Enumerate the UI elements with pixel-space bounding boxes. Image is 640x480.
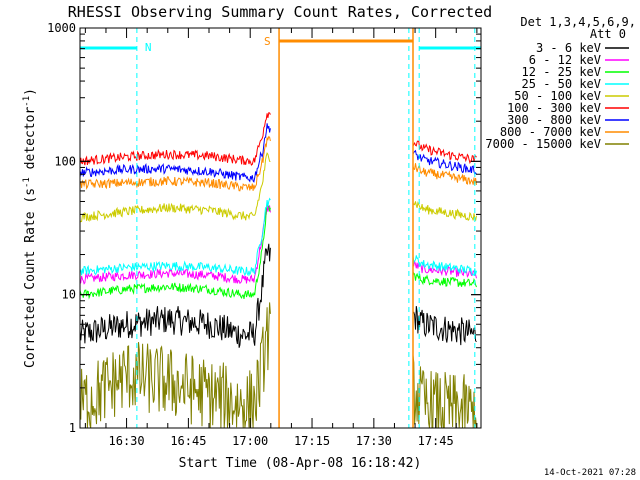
night-label: N (145, 41, 152, 54)
legend-header-detectors: Det 1,3,4,5,6,9, (520, 15, 636, 29)
x-tick-label: 17:45 (418, 434, 454, 448)
y-tick-label: 1000 (47, 21, 76, 35)
legend-label-3: 12 - 25 keV (522, 65, 601, 79)
legend-label-2: 6 - 12 keV (529, 53, 601, 67)
series-line-5-part-2 (412, 201, 477, 222)
y-tick-label: 100 (54, 154, 76, 168)
y-axis-label-part2: detector (23, 107, 38, 178)
y-axis-label: Corrected Count Rate (s-1 detector-1) (22, 88, 38, 368)
series-line-1-part-2 (412, 306, 477, 346)
timestamp: 14-Oct-2021 07:28 (544, 468, 636, 478)
y-axis-label-sup2: -1 (22, 96, 32, 107)
x-tick-label: 17:15 (294, 434, 330, 448)
series-line-8-part-1 (79, 135, 271, 192)
x-axis-label: Start Time (08-Apr-08 16:18:42) (179, 456, 422, 471)
series-line-7-part-1 (79, 123, 271, 183)
series-line-8-part-2 (412, 163, 477, 185)
y-axis-label-part1: Corrected Count Rate (s (23, 188, 38, 368)
y-axis-label-sup1: -1 (22, 177, 32, 188)
legend-label-4: 25 - 50 keV (522, 77, 601, 91)
y-tick-label: 1 (69, 421, 76, 435)
plot-area (79, 112, 477, 429)
y-tick-label: 10 (62, 288, 76, 302)
series-line-3-part-1 (79, 201, 271, 300)
chart-title: RHESSI Observing Summary Count Rates, Co… (68, 3, 492, 21)
x-tick-label: 17:00 (232, 434, 268, 448)
series-line-5-part-1 (79, 152, 271, 223)
series-line-4-part-1 (79, 197, 271, 277)
axes: 1 10 100 1000 16:30 16:45 17:00 17:15 17:30 17:45 (47, 21, 481, 448)
series-line-7-part-2 (412, 149, 477, 175)
series-line-4-part-2 (412, 255, 477, 276)
legend-label-1: 3 - 6 keV (536, 41, 601, 55)
series-line-6-part-2 (412, 140, 477, 164)
series-line-3-part-2 (412, 272, 477, 288)
legend-label-8: 800 - 7000 keV (500, 125, 601, 139)
series-line-9-part-1 (79, 302, 271, 429)
series-line-1-part-1 (79, 243, 271, 348)
legend-header-attenuator: Att 0 (590, 27, 626, 41)
x-tick-label: 16:45 (170, 434, 206, 448)
plot-frame (79, 27, 482, 429)
saa-label: S (264, 35, 271, 48)
legend-label-7: 300 - 800 keV (507, 113, 601, 127)
y-axis-label-part3: ) (23, 88, 38, 96)
series-line-2-part-1 (79, 204, 271, 285)
legend-label-5: 50 - 100 keV (514, 89, 601, 103)
x-tick-label: 16:30 (109, 434, 145, 448)
series-line-6-part-1 (79, 112, 271, 166)
x-tick-label: 17:30 (356, 434, 392, 448)
series-line-9-part-2 (412, 355, 477, 429)
legend-label-6: 100 - 300 keV (507, 101, 601, 115)
legend-label-9: 7000 - 15000 keV (485, 137, 601, 151)
